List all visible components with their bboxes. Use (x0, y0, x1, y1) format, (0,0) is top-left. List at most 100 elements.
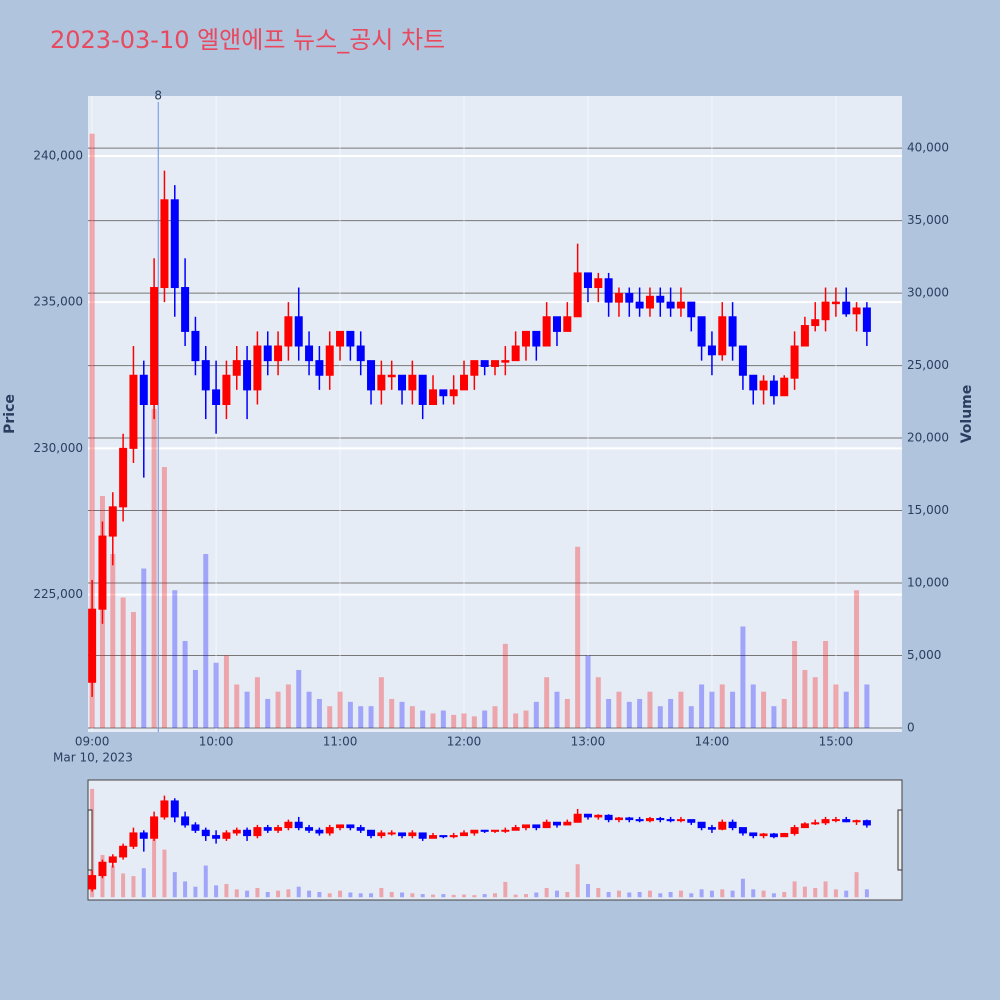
candle-body (470, 829, 479, 834)
candle-body (707, 345, 716, 356)
candle-body (656, 295, 665, 303)
candle-body (563, 821, 572, 826)
volume-bar (431, 894, 436, 898)
volume-bar (327, 893, 332, 898)
volume-bar (864, 684, 870, 728)
volume-bar (606, 891, 611, 898)
volume-bar (513, 894, 518, 898)
candle-body (294, 821, 303, 829)
candle-body (470, 360, 479, 376)
y-tick-label: 230,000 (33, 441, 83, 455)
candle-body (521, 824, 530, 829)
volume-bar (440, 710, 446, 728)
volume-bar (347, 701, 353, 728)
volume-bar (844, 890, 849, 898)
volume-bar (183, 881, 188, 898)
candle-body (336, 824, 345, 829)
candle-body (604, 814, 613, 821)
volume-bar (720, 889, 725, 898)
candle-body (356, 827, 365, 831)
candle-body (129, 832, 138, 847)
range-slider[interactable] (87, 779, 903, 901)
candle-body (253, 827, 262, 837)
volume-bar (503, 881, 508, 898)
candle-body (614, 292, 623, 303)
candle-body (769, 833, 778, 838)
volume-bar (864, 889, 869, 898)
volume-bar (595, 677, 601, 728)
candle-body (88, 875, 97, 890)
volume-bar (203, 554, 209, 728)
y2-tick-label: 25,000 (907, 358, 949, 372)
candle-body (594, 278, 603, 289)
volume-bar (420, 710, 426, 728)
volume-bar (575, 864, 580, 898)
volume-bar (451, 894, 456, 898)
candle-body (707, 827, 716, 830)
candle-body (625, 292, 634, 303)
volume-bar (689, 893, 694, 898)
candle-body (222, 374, 231, 405)
candle-body (511, 827, 520, 831)
candle-body (160, 199, 169, 289)
volume-bar (110, 554, 116, 728)
volume-bar (451, 714, 457, 728)
volume-bar (544, 888, 549, 898)
volume-bar (254, 677, 260, 728)
volume-bar (502, 643, 508, 728)
volume-bar (400, 892, 405, 898)
volume-bar (369, 893, 374, 898)
candle-body (201, 829, 210, 837)
candle-body (418, 374, 427, 405)
annotation-text: 8 (154, 89, 162, 103)
candle-body (232, 360, 241, 376)
volume-bar (740, 626, 746, 728)
volume-bar (131, 876, 136, 898)
volume-bar (461, 713, 467, 728)
volume-bar (462, 894, 467, 898)
volume-bar (307, 890, 312, 898)
candle-body (212, 389, 221, 405)
volume-bar (647, 890, 652, 898)
plot-area (88, 96, 902, 732)
volume-bar (430, 713, 436, 728)
volume-bar (121, 873, 126, 898)
volume-bar (472, 895, 477, 898)
volume-bar (151, 409, 157, 728)
volume-bar (276, 890, 281, 898)
candle-body (181, 816, 190, 826)
volume-bar (554, 890, 559, 898)
candle-body (336, 330, 345, 347)
volume-bar (771, 893, 776, 898)
volume-bar (750, 684, 756, 728)
y-tick-label: 235,000 (33, 295, 83, 309)
volume-bar (316, 698, 322, 728)
candle-body (862, 820, 871, 826)
volume-bar (626, 701, 632, 728)
candle-body (625, 817, 634, 821)
volume-bar (792, 640, 798, 728)
volume-bar (843, 691, 849, 728)
volume-bar (244, 691, 250, 728)
volume-bar (658, 893, 663, 898)
volume-bar (409, 706, 415, 728)
volume-bar (338, 890, 343, 898)
candle-body (377, 374, 386, 391)
candle-body (718, 821, 727, 830)
volume-bar (544, 677, 550, 728)
volume-bar (234, 889, 239, 898)
y2-axis-label: Volume (959, 385, 975, 444)
candle-body (728, 821, 737, 829)
volume-bar (823, 640, 829, 728)
volume-bar (265, 698, 271, 728)
candle-body (635, 301, 644, 309)
volume-bar (471, 716, 477, 728)
volume-bar (379, 888, 384, 898)
candle-body (418, 832, 427, 839)
volume-bar (533, 701, 539, 728)
candle-body (263, 827, 272, 831)
volume-bar (699, 889, 704, 898)
volume-bar (596, 888, 601, 898)
candle-body (749, 832, 758, 837)
candle-body (687, 819, 696, 823)
